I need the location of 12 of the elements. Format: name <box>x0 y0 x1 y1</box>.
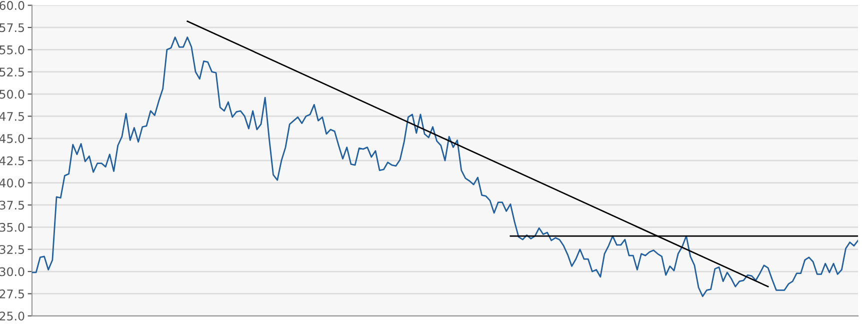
y-tick-label: 25.0 <box>0 312 24 321</box>
y-tick-label: 35.0 <box>0 222 24 232</box>
line-series <box>32 36 858 298</box>
y-tick-label: 52.5 <box>0 68 24 77</box>
y-tick-label: 32.5 <box>0 245 24 254</box>
y-tick-label: 55.0 <box>0 45 24 54</box>
y-tick-label: 37.5 <box>0 200 24 210</box>
y-tick-label: 60.0 <box>0 1 24 10</box>
y-tick-label: 27.5 <box>0 289 24 298</box>
y-tick-label: 57.5 <box>0 23 24 32</box>
y-tick-label: 50.0 <box>0 90 24 99</box>
y-tick-label: 30.0 <box>0 267 24 276</box>
